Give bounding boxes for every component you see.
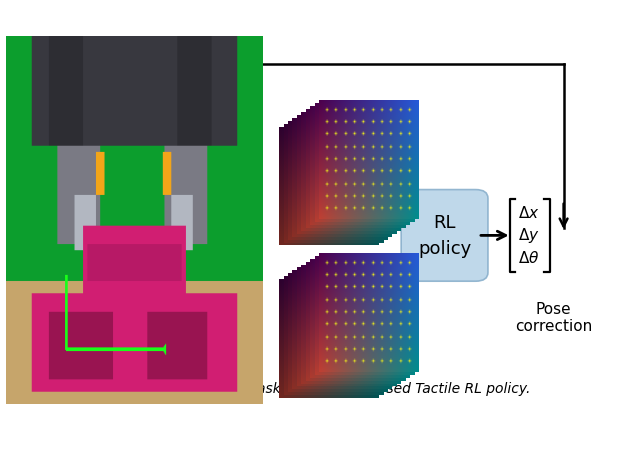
Text: Tactile images: Tactile images bbox=[285, 362, 395, 377]
Text: Insertion attempt: Insertion attempt bbox=[115, 362, 248, 377]
Text: Pose
correction: Pose correction bbox=[515, 302, 592, 334]
Text: $\Delta\theta$: $\Delta\theta$ bbox=[518, 250, 540, 266]
Text: $\Delta y$: $\Delta y$ bbox=[518, 226, 540, 245]
FancyBboxPatch shape bbox=[401, 189, 488, 281]
Text: RL: RL bbox=[433, 214, 456, 232]
Text: $\Delta x$: $\Delta x$ bbox=[518, 205, 540, 221]
Text: Fig. 1.    Insertion task with the proposed Tactile RL policy.: Fig. 1. Insertion task with the proposed… bbox=[126, 382, 530, 396]
Text: policy: policy bbox=[418, 240, 471, 258]
